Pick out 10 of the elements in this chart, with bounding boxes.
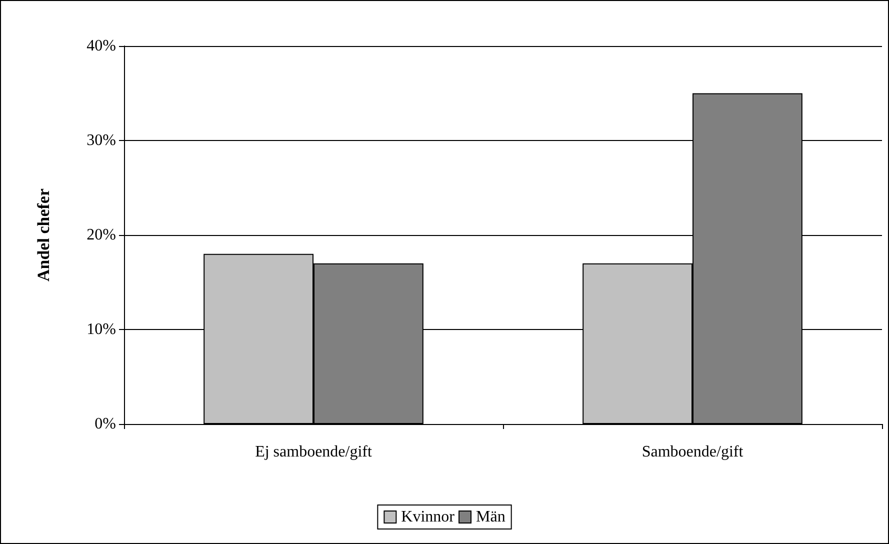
legend-label: Kvinnor	[401, 508, 456, 526]
y-tick-label: 30%	[86, 132, 116, 149]
y-axis-title: Andel chefer	[34, 188, 53, 282]
y-tick-label: 0%	[94, 416, 116, 432]
x-tick-label: Samboende/gift	[642, 444, 744, 460]
y-tick-label: 10%	[86, 321, 116, 338]
x-tick-label: Ej samboende/gift	[255, 444, 372, 460]
y-tick-label: 20%	[86, 226, 116, 244]
legend-label: Män	[476, 508, 506, 526]
y-tick-label: 40%	[86, 38, 116, 54]
